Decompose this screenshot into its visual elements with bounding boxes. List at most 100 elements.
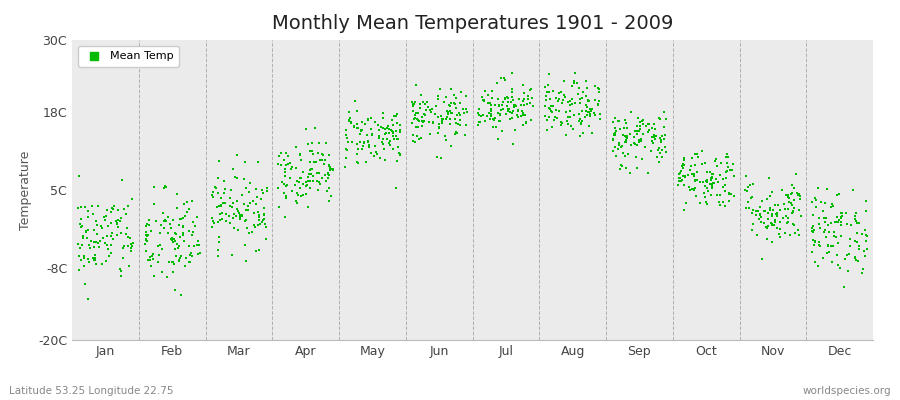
Point [552, 90, 566, 96]
Point [174, 291, 188, 298]
Point [588, 97, 602, 103]
Point [226, 200, 240, 206]
Point [494, 102, 508, 108]
Point [627, 134, 642, 140]
Point [417, 110, 431, 117]
Point [654, 132, 669, 139]
Legend: Mean Temp: Mean Temp [77, 46, 179, 67]
Point [860, 246, 874, 253]
Point [453, 100, 467, 106]
Point [355, 126, 369, 133]
Point [324, 166, 338, 172]
Point [832, 265, 847, 272]
Point [805, 249, 819, 255]
Point [447, 100, 462, 107]
Point [142, 254, 157, 260]
Point [794, 213, 808, 220]
Point [183, 258, 197, 265]
Point [431, 114, 446, 120]
Point [580, 97, 595, 104]
Point [251, 217, 266, 223]
Point [770, 210, 784, 217]
Point [564, 82, 579, 89]
Point [280, 182, 294, 188]
Point [72, 253, 86, 260]
Point [724, 167, 739, 174]
Point [426, 120, 440, 126]
Point [516, 112, 530, 118]
Point [632, 136, 646, 143]
Point [760, 222, 775, 229]
Point [688, 178, 702, 184]
Point [505, 70, 519, 77]
Point [140, 257, 155, 263]
Point [675, 163, 689, 170]
Point [630, 142, 644, 148]
Point [229, 213, 243, 220]
Point [438, 136, 453, 143]
Point [322, 163, 337, 169]
Point [211, 219, 225, 225]
Point [588, 83, 602, 89]
Point [567, 80, 581, 87]
Point [167, 246, 182, 252]
Point [404, 120, 419, 126]
Point [74, 224, 88, 230]
Point [833, 221, 848, 228]
Point [87, 244, 102, 250]
Point [320, 171, 335, 178]
Point [608, 132, 622, 138]
Point [406, 102, 420, 108]
Point [671, 178, 686, 184]
Point [143, 228, 157, 234]
Point [827, 228, 842, 235]
Point [294, 192, 309, 199]
Point [681, 171, 696, 178]
Point [98, 217, 112, 224]
Point [212, 203, 227, 210]
Point [753, 204, 768, 210]
Point [323, 165, 338, 172]
Point [511, 114, 526, 120]
Point [407, 101, 421, 108]
Point [765, 210, 779, 217]
Point [757, 208, 771, 214]
Point [813, 243, 827, 249]
Point [652, 144, 666, 151]
Point [442, 102, 456, 108]
Point [554, 122, 569, 128]
Point [608, 114, 622, 121]
Point [436, 99, 451, 105]
Point [623, 131, 637, 138]
Point [342, 118, 356, 124]
Point [451, 121, 465, 128]
Point [752, 216, 767, 222]
Point [619, 133, 634, 139]
Point [167, 230, 182, 236]
Point [349, 151, 364, 158]
Point [482, 116, 497, 122]
Point [787, 197, 801, 204]
Point [852, 220, 867, 226]
Point [745, 210, 760, 216]
Point [322, 152, 337, 158]
Point [496, 106, 510, 112]
Point [641, 120, 655, 127]
Point [100, 241, 114, 248]
Point [785, 210, 799, 216]
Point [672, 171, 687, 177]
Point [740, 188, 754, 194]
Point [616, 143, 630, 150]
Point [833, 210, 848, 217]
Point [677, 161, 691, 168]
Point [554, 119, 568, 126]
Point [708, 176, 723, 183]
Point [76, 254, 91, 261]
Point [717, 203, 732, 210]
Point [484, 102, 499, 108]
Point [582, 109, 597, 115]
Point [618, 120, 633, 127]
Point [323, 164, 338, 170]
Point [819, 186, 833, 193]
Point [206, 188, 220, 195]
